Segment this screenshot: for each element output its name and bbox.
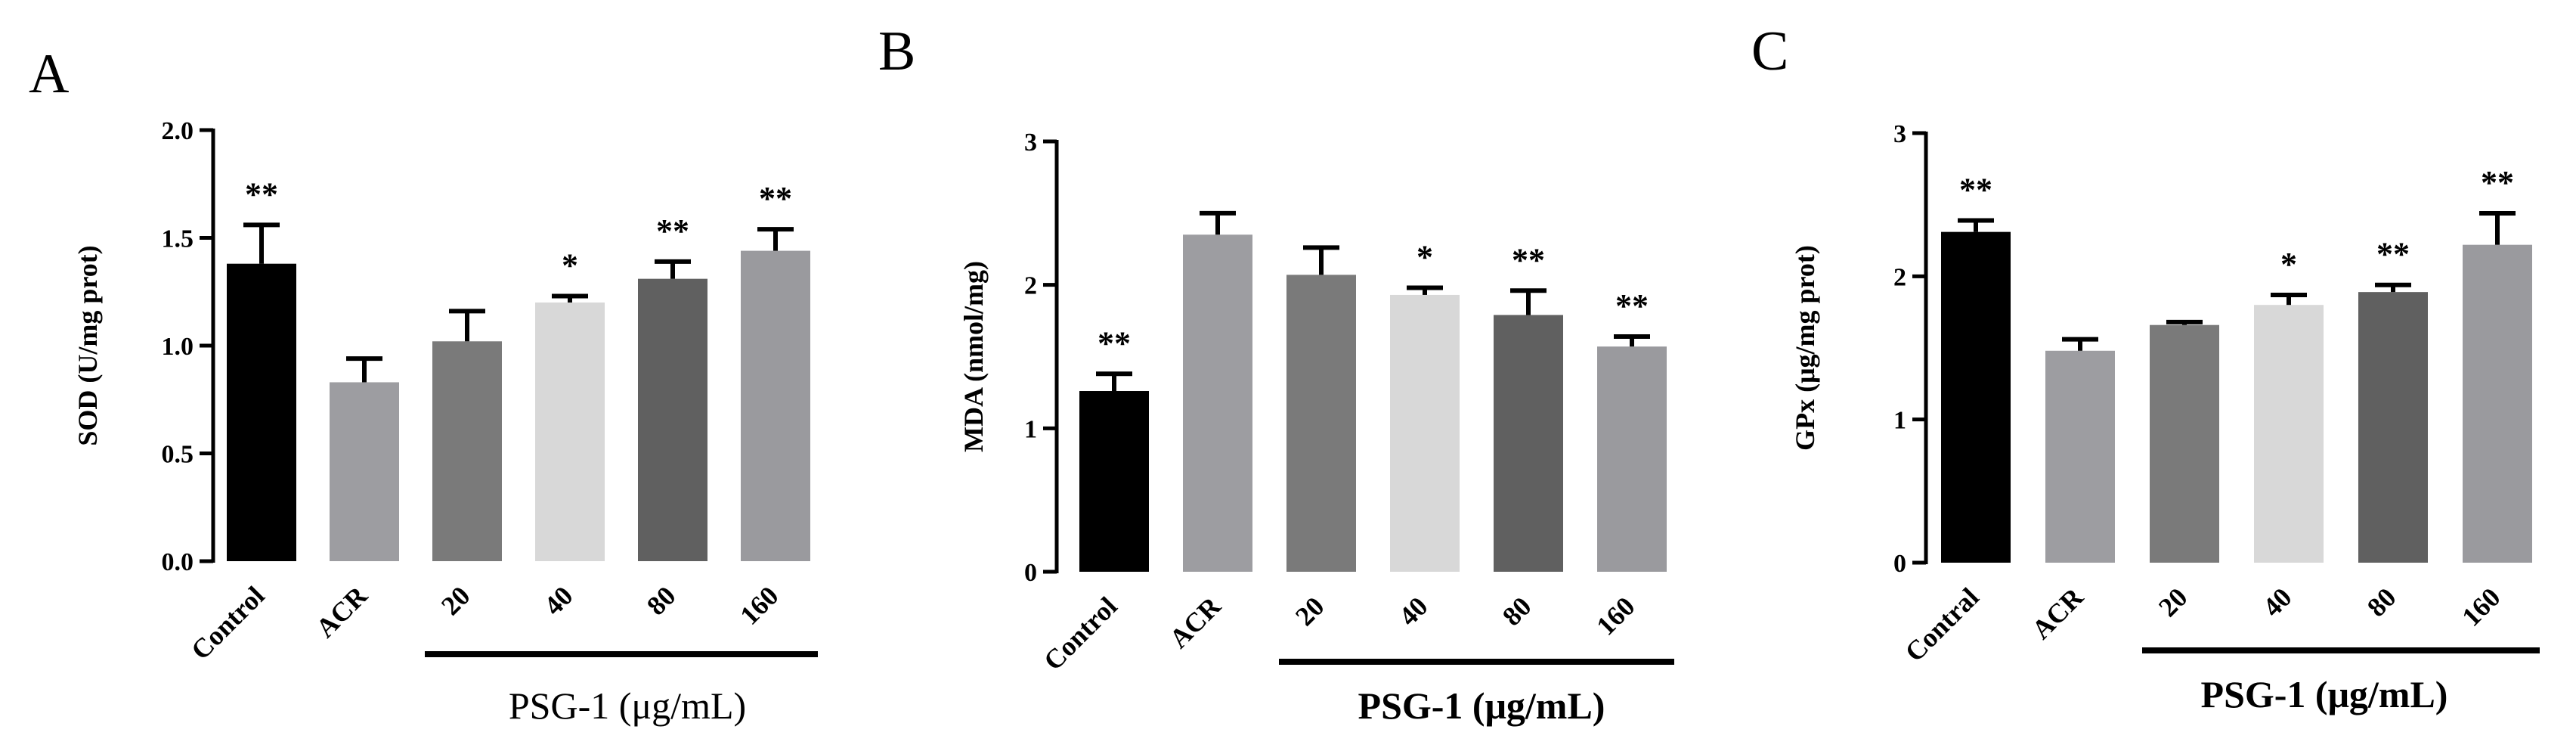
y-tick-label: 0: [1024, 559, 1037, 587]
bar-4: [2358, 292, 2428, 563]
x-category-label: 20: [2153, 582, 2194, 622]
y-tick-label: 3: [1024, 129, 1037, 157]
y-axis-label: SOD (U/mg prot): [73, 245, 103, 445]
x-category-label: Contral: [1899, 582, 1985, 667]
x-category-label: 40: [2257, 582, 2298, 622]
significance-marker: **: [2481, 164, 2514, 201]
bar-5: [741, 250, 810, 561]
y-tick-label: 2.0: [162, 117, 194, 145]
bar-4: [638, 278, 707, 561]
significance-marker: **: [245, 175, 278, 213]
x-category-label: 80: [1497, 591, 1537, 632]
bar-2: [1286, 275, 1356, 572]
chart-panel-a: A 0.0 0.5 1.0 1.5 2.0 SOD (U/mg prot) ** Control…: [29, 43, 818, 727]
y-axis-label: GPx (μg/mg prot): [1790, 245, 1820, 451]
y-tick-label: 1: [1024, 415, 1037, 443]
panel-letter: A: [29, 43, 69, 105]
significance-marker: **: [1959, 171, 1992, 208]
x-category-label: 160: [1590, 591, 1640, 641]
significance-marker: **: [1615, 287, 1649, 324]
x-category-label: 20: [435, 580, 476, 621]
bar-3: [1390, 294, 1460, 572]
bar-1: [2045, 350, 2115, 563]
y-tick-label: 2: [1024, 272, 1037, 300]
chart-panel-b: B 0 1 2 3 MDA (nmol/mg) ** Control ACR 20 * 40 ** 80 *…: [878, 20, 1674, 727]
bar-3: [535, 303, 605, 561]
bar-2: [2150, 324, 2219, 563]
significance-marker: **: [1512, 241, 1545, 278]
group-label: PSG-1 (μg/mL): [2201, 673, 2448, 715]
x-category-label: ACR: [2026, 582, 2089, 645]
x-category-label: 160: [734, 580, 784, 630]
x-category-label: ACR: [1163, 591, 1227, 654]
significance-marker: **: [759, 180, 792, 217]
chart-panel-c: C 0 1 2 3 GPx (μg/mg prot) ** Contral ACR 20 * 40 **…: [1751, 20, 2540, 715]
bar-0: [1079, 391, 1149, 572]
significance-marker: **: [2376, 236, 2410, 273]
x-category-label: 80: [2361, 582, 2402, 622]
bar-0: [227, 263, 296, 561]
x-category-label: Control: [1038, 591, 1123, 676]
bar-1: [1183, 234, 1252, 572]
panel-letter: C: [1751, 20, 1788, 82]
bar-5: [2463, 244, 2532, 563]
bar-2: [432, 341, 502, 561]
bar-4: [1494, 315, 1563, 572]
y-tick-label: 0.5: [162, 441, 194, 469]
y-tick-label: 2: [1893, 263, 1906, 291]
group-label: PSG-1 (μg/mL): [509, 684, 746, 727]
significance-marker: *: [1416, 238, 1433, 275]
y-axis-label: MDA (nmol/mg): [958, 261, 989, 452]
y-tick-label: 3: [1893, 120, 1906, 148]
x-category-label: 80: [641, 580, 682, 621]
x-category-label: 20: [1290, 591, 1330, 632]
y-tick-label: 0.0: [162, 548, 194, 576]
significance-marker: **: [1098, 324, 1131, 362]
y-tick-label: 0: [1893, 550, 1906, 578]
significance-marker: *: [2280, 246, 2297, 283]
group-label: PSG-1 (μg/mL): [1358, 684, 1605, 727]
x-category-label: Control: [185, 580, 271, 666]
bar-0: [1941, 231, 2011, 563]
x-category-label: ACR: [310, 580, 373, 644]
significance-marker: **: [656, 213, 689, 250]
x-category-label: 160: [2456, 582, 2506, 632]
x-category-label: 40: [1393, 591, 1434, 632]
bar-5: [1597, 346, 1667, 572]
bar-1: [330, 382, 399, 561]
y-tick-label: 1: [1893, 407, 1906, 435]
y-tick-label: 1.5: [162, 225, 194, 253]
significance-marker: *: [562, 247, 578, 284]
bar-3: [2254, 305, 2324, 563]
panel-letter: B: [878, 20, 915, 82]
x-category-label: 40: [538, 580, 579, 621]
y-tick-label: 1.0: [162, 333, 194, 361]
